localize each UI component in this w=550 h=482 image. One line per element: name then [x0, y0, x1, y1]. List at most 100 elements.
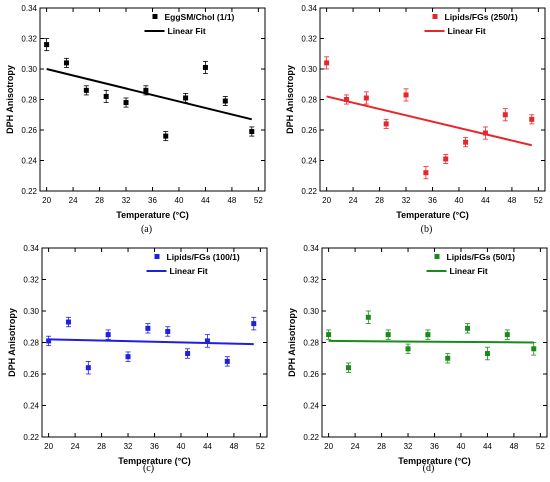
- legend-label-data: Lipids/FGs (100/1): [167, 252, 240, 262]
- y-tick-label: 0.24: [301, 157, 317, 166]
- x-tick-label: 36: [428, 196, 437, 205]
- x-tick-label: 48: [227, 196, 236, 205]
- panel-caption: (a): [141, 224, 152, 235]
- x-tick-label: 24: [349, 196, 358, 205]
- panel-caption: (d): [423, 463, 435, 474]
- y-tick-label: 0.28: [303, 339, 319, 348]
- data-point: [224, 358, 230, 364]
- data-point: [445, 355, 451, 361]
- x-tick-label: 28: [377, 442, 386, 451]
- x-tick-label: 20: [42, 196, 51, 205]
- y-tick-label: 0.26: [301, 126, 317, 135]
- data-point: [529, 116, 535, 122]
- y-tick-label: 0.24: [21, 157, 37, 166]
- x-tick-label: 52: [256, 442, 265, 451]
- data-point: [202, 64, 208, 70]
- y-tick-label: 0.34: [301, 4, 317, 13]
- x-tick-label: 44: [481, 196, 490, 205]
- data-point: [484, 351, 490, 357]
- legend-label-fit: Linear Fit: [448, 26, 486, 36]
- y-tick-label: 0.24: [303, 402, 319, 411]
- data-point: [425, 332, 431, 338]
- data-point: [143, 87, 149, 93]
- y-tick-label: 0.34: [23, 244, 39, 253]
- x-tick-label: 52: [254, 196, 263, 205]
- data-point: [343, 97, 349, 102]
- chart-panel-c: 20 24 28 32 36 40 44 48 52 0.22 0.24 0.26 0.28 0.30 0.…: [7, 244, 268, 474]
- data-point: [403, 92, 409, 98]
- legend-marker: [152, 14, 158, 19]
- data-point: [531, 346, 537, 352]
- data-point: [103, 93, 109, 99]
- data-point: [443, 156, 449, 162]
- x-tick-label: 28: [97, 442, 106, 451]
- data-point: [249, 129, 255, 135]
- y-tick-label: 0.32: [301, 35, 317, 44]
- x-tick-label: 44: [201, 196, 210, 205]
- chart-panel-d: 20 24 28 32 36 40 44 48 52 0.22 0.24 0.26 0.28 0.30 0.…: [287, 244, 548, 474]
- x-tick-label: 52: [536, 442, 545, 451]
- y-tick-label: 0.22: [301, 187, 317, 196]
- y-tick-label: 0.28: [301, 96, 317, 105]
- y-tick-label: 0.32: [23, 276, 39, 285]
- legend-label-data: Lipids/FGs (250/1): [445, 12, 518, 22]
- data-point: [363, 95, 369, 101]
- x-axis-label: Temperature (°C): [116, 210, 188, 220]
- x-tick-label: 40: [455, 196, 464, 205]
- x-tick-label: 24: [71, 442, 80, 451]
- y-tick-label: 0.28: [23, 339, 39, 348]
- data-point: [423, 170, 429, 176]
- data-point: [465, 325, 471, 331]
- data-point: [165, 328, 171, 334]
- chart-panel-b: 20 24 28 32 36 40 44 48 52 0.22 0.24 0.26 0.28 0.30 0.…: [285, 4, 546, 235]
- data-point: [85, 365, 91, 371]
- y-tick-label: 0.26: [23, 370, 39, 379]
- y-axis-label: DPH Anisotropy: [5, 65, 15, 134]
- legend-marker: [434, 254, 440, 259]
- y-tick-label: 0.32: [303, 276, 319, 285]
- data-point: [405, 346, 411, 352]
- x-tick-label: 52: [534, 196, 543, 205]
- data-point: [163, 133, 169, 139]
- x-tick-label: 32: [402, 196, 411, 205]
- data-point: [125, 354, 131, 360]
- x-tick-label: 20: [44, 442, 53, 451]
- y-tick-label: 0.22: [303, 433, 319, 442]
- x-tick-label: 32: [404, 442, 413, 451]
- y-tick-label: 0.26: [21, 126, 37, 135]
- x-tick-label: 48: [507, 196, 516, 205]
- x-axis-label: Temperature (°C): [398, 456, 470, 466]
- legend-label-data: Lipids/FGs (50/1): [447, 252, 516, 262]
- legend-marker: [432, 14, 438, 19]
- x-tick-label: 36: [148, 196, 157, 205]
- data-point: [222, 98, 228, 104]
- data-point: [326, 332, 332, 338]
- data-point: [502, 112, 508, 118]
- data-point: [145, 325, 151, 331]
- y-axis-label: DPH Anisotropy: [7, 308, 17, 377]
- linear-fit-line: [48, 338, 254, 346]
- data-point: [183, 95, 189, 101]
- y-axis-label: DPH Anisotropy: [285, 65, 295, 134]
- data-point: [105, 332, 111, 338]
- y-tick-label: 0.22: [23, 433, 39, 442]
- data-point: [65, 319, 71, 325]
- x-tick-label: 28: [375, 196, 384, 205]
- plot-frame: [39, 7, 266, 192]
- plot-frame: [319, 7, 546, 192]
- data-point: [44, 42, 50, 48]
- y-tick-label: 0.30: [23, 307, 39, 316]
- y-tick-label: 0.26: [303, 370, 319, 379]
- data-point: [83, 87, 89, 93]
- y-tick-label: 0.32: [21, 35, 37, 44]
- data-point: [123, 100, 129, 106]
- y-tick-label: 0.24: [23, 402, 39, 411]
- x-tick-label: 24: [351, 442, 360, 451]
- x-tick-label: 20: [324, 442, 333, 451]
- x-tick-label: 48: [229, 442, 238, 451]
- x-tick-label: 20: [322, 196, 331, 205]
- y-tick-label: 0.34: [303, 244, 319, 253]
- data-point: [204, 338, 210, 344]
- y-tick-label: 0.30: [21, 65, 37, 74]
- x-tick-label: 48: [509, 442, 518, 451]
